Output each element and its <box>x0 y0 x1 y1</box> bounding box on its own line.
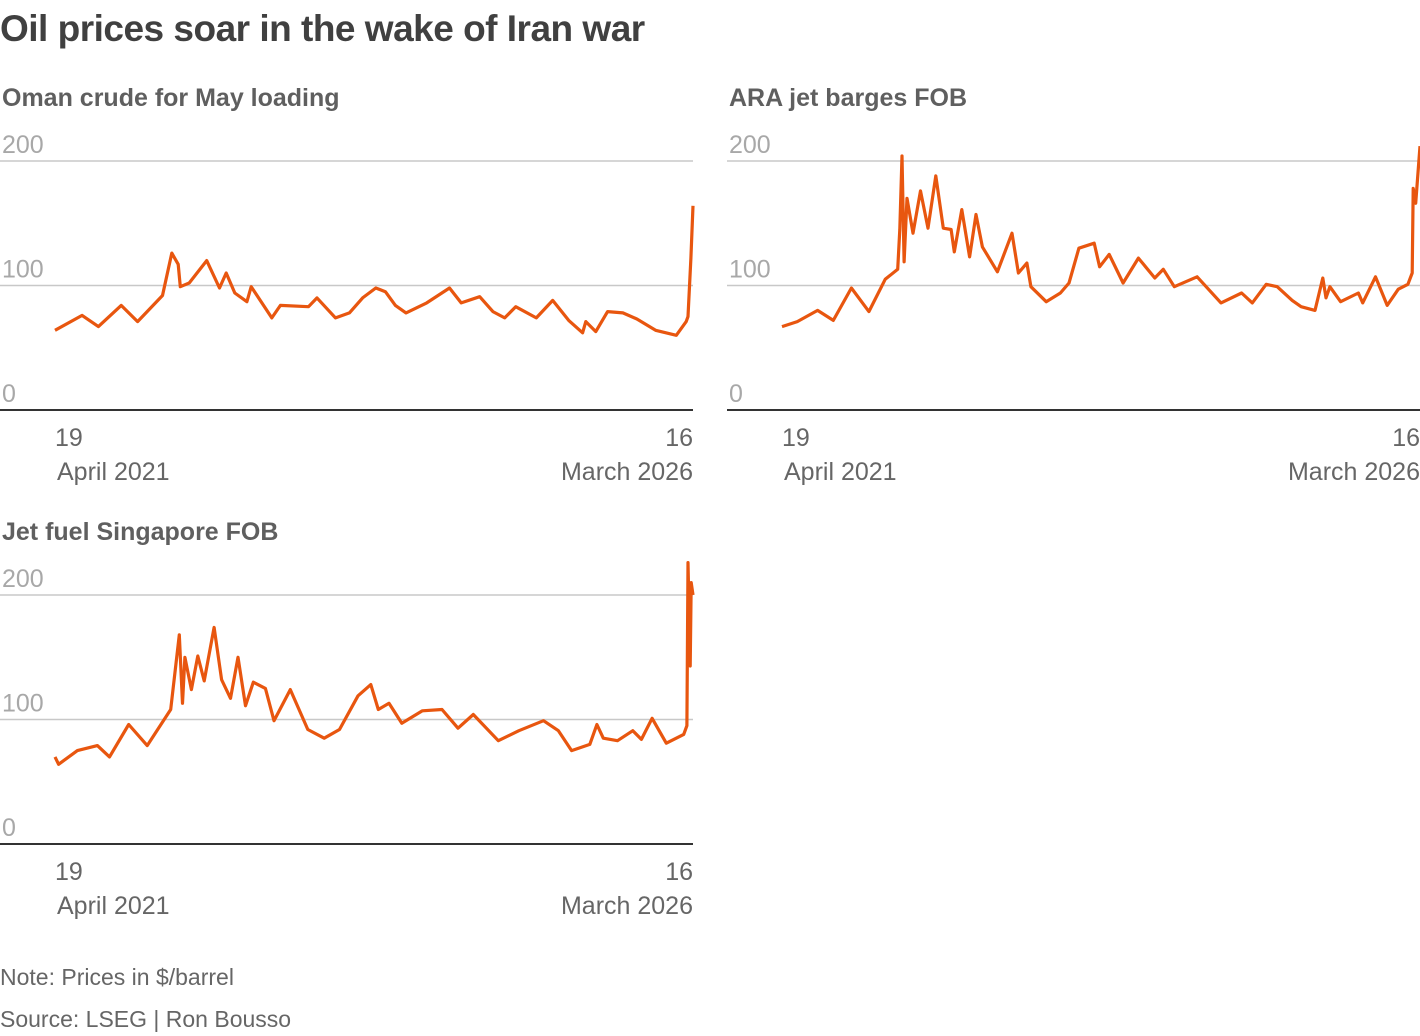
y-tick-label: 200 <box>2 131 44 159</box>
y-tick-label: 200 <box>2 565 44 593</box>
x-tick-end-day: 16 <box>1392 424 1420 452</box>
x-tick-start-day: 19 <box>55 424 83 452</box>
x-tick-end-month: March 2026 <box>560 458 693 486</box>
line-chart: 200 100 0 <box>0 561 695 845</box>
y-tick-label: 100 <box>2 256 44 284</box>
x-tick-end-day: 16 <box>665 858 693 886</box>
y-tick-label: 0 <box>2 380 16 408</box>
x-tick-start-month: April 2021 <box>784 458 897 486</box>
y-tick-label: 0 <box>729 380 743 408</box>
price-series-line <box>54 205 695 337</box>
x-tick-start-month: April 2021 <box>57 892 170 920</box>
panel-title: Oman crude for May loading <box>2 84 340 112</box>
panel-title: Jet fuel Singapore FOB <box>2 518 279 546</box>
chart-title: Oil prices soar in the wake of Iran war <box>0 8 645 49</box>
x-tick-end-month: March 2026 <box>1287 458 1420 486</box>
panel-title: ARA jet barges FOB <box>729 84 968 112</box>
y-tick-label: 0 <box>2 814 16 842</box>
x-tick-end-day: 16 <box>665 424 693 452</box>
price-series-line <box>53 561 695 766</box>
chart-panel-oman: Oman crude for May loading 200 100 0 19 Apri… <box>0 84 695 486</box>
y-tick-label: 100 <box>2 690 44 718</box>
line-chart: 200 100 0 <box>0 131 695 411</box>
chart-panel-ara: ARA jet barges FOB 200 100 0 19 April 2021 16… <box>727 84 1420 486</box>
x-tick-start-day: 19 <box>782 424 810 452</box>
x-tick-start-day: 19 <box>55 858 83 886</box>
x-tick-start-month: April 2021 <box>57 458 170 486</box>
line-chart: 200 100 0 <box>727 131 1420 411</box>
note: Note: Prices in $/barrel <box>0 964 234 990</box>
y-tick-label: 200 <box>729 131 771 159</box>
chart-panel-singapore: Jet fuel Singapore FOB 200 100 0 19 April 20… <box>0 518 695 920</box>
y-tick-label: 100 <box>729 256 771 284</box>
price-series-line <box>781 145 1420 329</box>
x-tick-end-month: March 2026 <box>560 892 693 920</box>
source: Source: LSEG | Ron Bousso <box>0 1006 292 1032</box>
